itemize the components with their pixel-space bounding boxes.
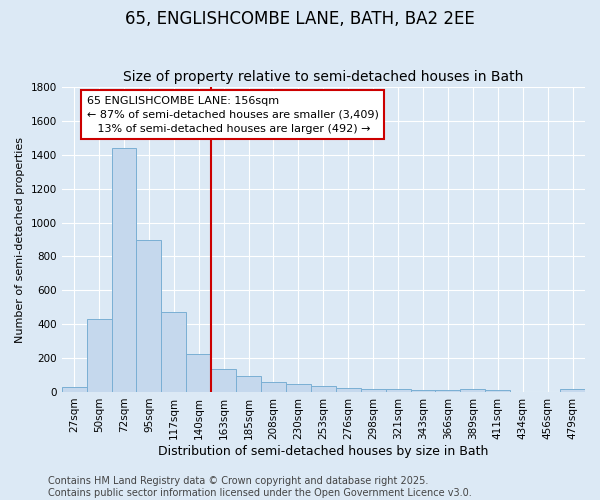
Bar [485, 390, 510, 392]
Bar [410, 390, 436, 392]
Text: 65, ENGLISHCOMBE LANE, BATH, BA2 2EE: 65, ENGLISHCOMBE LANE, BATH, BA2 2EE [125, 10, 475, 28]
Bar [236, 376, 261, 392]
Bar [186, 354, 211, 392]
Bar [136, 240, 161, 392]
Title: Size of property relative to semi-detached houses in Bath: Size of property relative to semi-detach… [123, 70, 524, 85]
Text: Contains HM Land Registry data © Crown copyright and database right 2025.
Contai: Contains HM Land Registry data © Crown c… [48, 476, 472, 498]
Bar [386, 390, 410, 392]
Bar [436, 390, 460, 392]
Bar [460, 390, 485, 392]
Bar [560, 390, 585, 392]
Bar [112, 148, 136, 392]
Bar [86, 319, 112, 392]
Bar [336, 388, 361, 392]
Bar [161, 312, 186, 392]
Y-axis label: Number of semi-detached properties: Number of semi-detached properties [15, 136, 25, 342]
Text: 65 ENGLISHCOMBE LANE: 156sqm
← 87% of semi-detached houses are smaller (3,409)
 : 65 ENGLISHCOMBE LANE: 156sqm ← 87% of se… [86, 96, 379, 134]
Bar [361, 389, 386, 392]
Bar [261, 382, 286, 392]
Bar [211, 369, 236, 392]
Bar [62, 387, 86, 392]
Bar [311, 386, 336, 392]
Bar [286, 384, 311, 392]
X-axis label: Distribution of semi-detached houses by size in Bath: Distribution of semi-detached houses by … [158, 444, 488, 458]
